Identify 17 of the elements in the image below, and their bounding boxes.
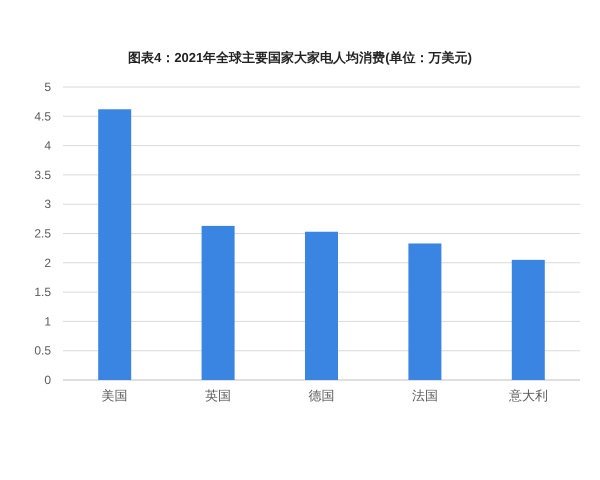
- y-tick-label: 4.5: [34, 109, 52, 124]
- x-tick-label: 意大利: [508, 388, 548, 403]
- y-tick-label: 0: [44, 373, 52, 387]
- y-tick-label: 2.5: [34, 226, 52, 240]
- y-tick-label: 3.5: [34, 168, 52, 182]
- x-tick-label: 美国: [102, 388, 128, 403]
- x-tick-label: 德国: [308, 388, 334, 403]
- y-tick-label: 0.5: [34, 344, 52, 358]
- y-tick-label: 5: [44, 80, 52, 94]
- y-tick-label: 2: [44, 256, 52, 270]
- x-tick-label: 英国: [205, 388, 232, 403]
- y-tick-label: 3: [44, 197, 52, 212]
- x-tick-label: 法国: [412, 388, 438, 403]
- y-tick-label: 1: [44, 314, 52, 328]
- y-tick-label: 1.5: [34, 285, 52, 300]
- y-tick-label: 4: [44, 138, 52, 153]
- chart-title: 图表4：2021年全球主要国家大家电人均消费(单位：万美元): [128, 50, 472, 65]
